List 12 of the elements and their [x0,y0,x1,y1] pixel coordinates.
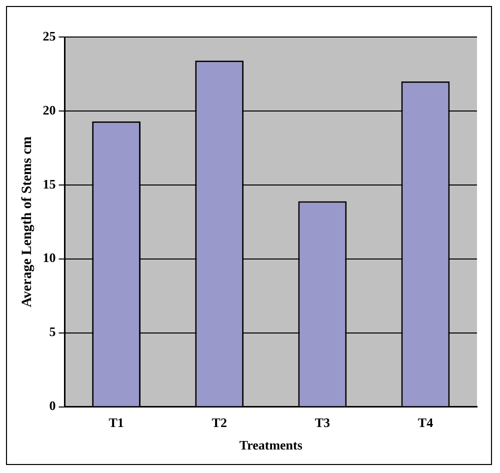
x-tick-label: T2 [212,414,227,430]
y-tick-label: 25 [42,28,56,44]
x-tick-label: T3 [314,414,331,430]
x-tick-label: T4 [418,414,434,430]
y-tick-label: 5 [49,324,56,340]
y-tick-label: 10 [42,250,56,266]
y-axis-title: Average Length of Stems cm [20,136,36,308]
x-tick-label: T1 [108,414,124,430]
y-tick-label: 0 [49,398,56,414]
y-tick-label: 20 [42,102,56,118]
y-tick-label: 15 [42,176,56,192]
x-axis-title: Treatments [239,438,302,453]
